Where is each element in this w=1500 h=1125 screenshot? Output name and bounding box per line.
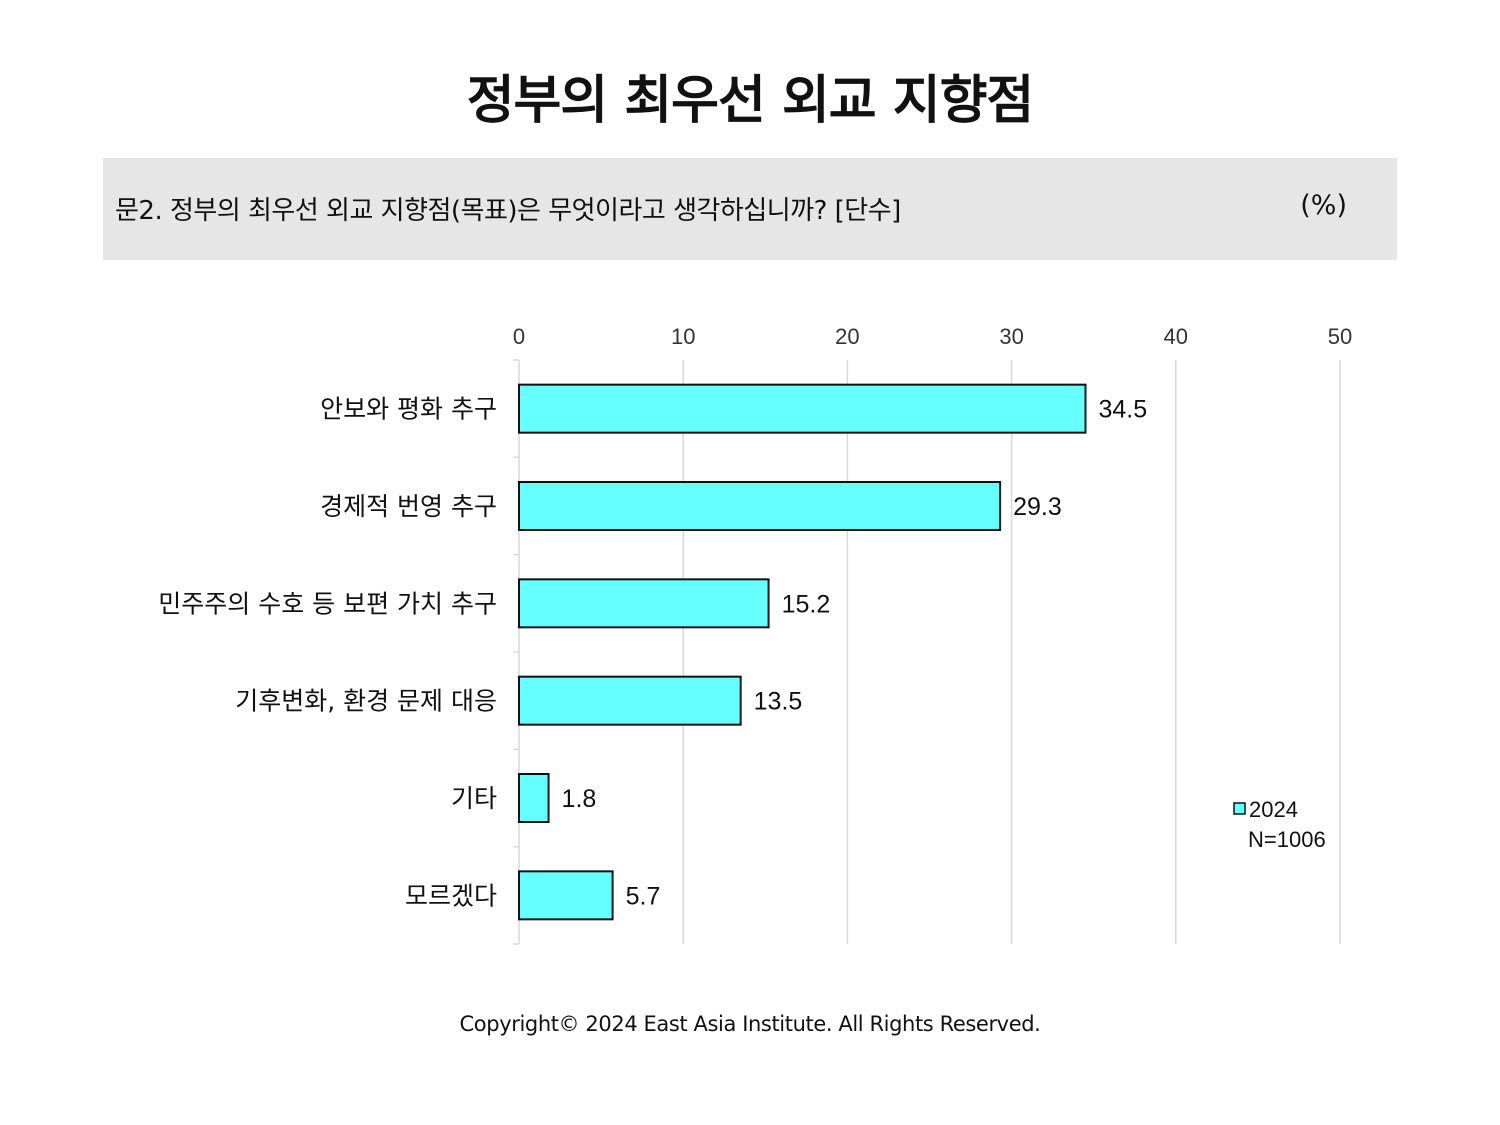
question-banner: 문2. 정부의 최우선 외교 지향점(목표)은 무엇이라고 생각하십니까? [단… (103, 158, 1397, 260)
bar (518, 578, 770, 629)
category-label: 기후변화, 환경 문제 대응 (235, 687, 497, 716)
bar (518, 481, 1002, 531)
data-label: 5.7 (626, 882, 661, 910)
category-label: 경제적 번영 추구 (320, 492, 497, 521)
x-tick-label: 0 (513, 324, 525, 349)
category-label: 기타 (451, 784, 497, 813)
data-label: 13.5 (754, 688, 803, 716)
data-label: 29.3 (1013, 493, 1062, 521)
category-label: 민주주의 수호 등 보편 가치 추구 (158, 589, 497, 618)
x-tick-label: 50 (1328, 324, 1352, 349)
data-label: 15.2 (782, 590, 831, 618)
legend-label: 2024 (1249, 797, 1298, 822)
legend-swatch (1233, 802, 1246, 815)
category-label: 안보와 평화 추구 (320, 395, 497, 424)
bar (518, 870, 614, 921)
x-tick-label: 10 (671, 324, 695, 349)
legend-note: N=1006 (1248, 827, 1326, 852)
data-label: 34.5 (1098, 396, 1147, 424)
category-label: 모르겠다 (405, 881, 497, 910)
data-label: 1.8 (562, 785, 597, 813)
bar (518, 773, 550, 823)
bar (518, 383, 1087, 434)
copyright-footer: Copyright© 2024 East Asia Institute. All… (459, 1012, 1041, 1036)
unit-label: (%) (1300, 190, 1347, 221)
x-tick-label: 40 (1164, 324, 1188, 349)
x-tick-label: 20 (835, 324, 859, 349)
question-text: 문2. 정부의 최우선 외교 지향점(목표)은 무엇이라고 생각하십니까? [단… (115, 196, 901, 226)
bar (518, 675, 742, 726)
chart-title: 정부의 최우선 외교 지향점 (466, 71, 1035, 131)
x-tick-label: 30 (999, 324, 1023, 349)
